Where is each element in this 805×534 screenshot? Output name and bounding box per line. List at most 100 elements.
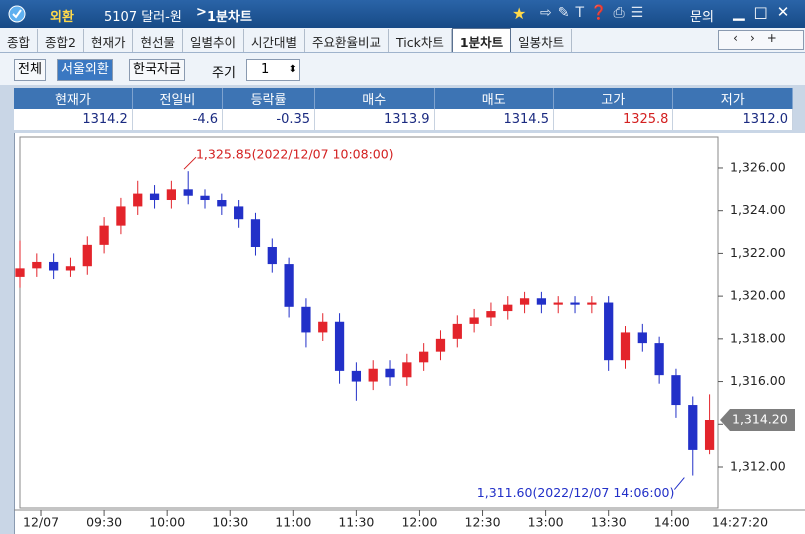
candle-body (250, 219, 261, 247)
tab[interactable]: 주요환율비교 (305, 29, 390, 52)
window-title: 5107 달러-원 (104, 10, 182, 25)
tab[interactable]: 일별추이 (183, 29, 245, 52)
x-tick-label: 13:00 (528, 515, 564, 530)
candle-body (49, 261, 59, 271)
tab[interactable]: 1분차트 (451, 28, 512, 52)
tab-scroll[interactable]: ‹›+ (718, 30, 804, 50)
toolbar-icons[interactable]: ⇨✎T❓⎙☰ (540, 5, 650, 21)
quote-table: 현재가 전일비 등락률 매수 매도 고가 저가 1314.2 -4.6 -0.35 1313.9 1… (14, 88, 793, 130)
x-tick-label: 10:00 (149, 515, 185, 530)
annotation-arrow (673, 477, 685, 490)
quote-header: 현재가 (14, 88, 133, 109)
candle-body (82, 244, 92, 267)
candle-body (654, 343, 664, 376)
candle-body (402, 362, 412, 378)
y-tick-label: 1,318.00 (730, 330, 786, 345)
candle-body (368, 368, 378, 382)
tab[interactable]: 종합2 (38, 29, 84, 52)
filter-button[interactable]: 한국자금 (129, 59, 185, 81)
tab[interactable]: 일봉차트 (511, 29, 573, 52)
tab[interactable]: Tick차트 (389, 29, 452, 52)
candle-body (452, 323, 462, 339)
candle-body (99, 225, 109, 245)
quote-value: 1314.5 (434, 109, 554, 130)
candle-body (217, 200, 227, 207)
candle-body (183, 189, 193, 196)
window-controls[interactable]: ▁□✕ (733, 3, 799, 21)
y-tick-label: 1,312.00 (730, 458, 786, 473)
candle-body (620, 332, 631, 361)
filter-button[interactable]: 서울외환 (57, 59, 113, 81)
quote-value: -4.6 (132, 109, 224, 130)
candle-body (553, 302, 563, 305)
menu-inquiry[interactable]: 문의 (690, 10, 714, 25)
filter-bar: 전체 서울외환 한국자금 주기 1 ⬍ (0, 53, 805, 85)
quote-value: -0.35 (222, 109, 316, 130)
candle-body (385, 368, 395, 378)
tab[interactable]: 현재가 (84, 29, 134, 52)
quote-value: 1325.8 (553, 109, 674, 130)
candle-body (435, 338, 446, 352)
candle-body (536, 298, 547, 305)
tab[interactable]: 현선물 (133, 29, 183, 52)
x-tick-label: 12:30 (465, 515, 501, 530)
spinner[interactable]: ⬍ (288, 64, 297, 75)
quote-header-row: 현재가 전일비 등락률 매수 매도 고가 저가 (14, 88, 793, 109)
quote-value: 1313.9 (314, 109, 435, 130)
candle-body (65, 266, 76, 271)
quote-header: 전일비 (132, 88, 224, 109)
candle-body (587, 302, 597, 305)
tab[interactable]: 종합 (0, 29, 39, 52)
annotation: 1,311.60(2022/12/07 14:06:00) (477, 485, 675, 500)
candle-body (351, 370, 362, 382)
candle-body (15, 268, 25, 277)
favorite[interactable]: ★ (512, 4, 527, 23)
y-tick-label: 1,326.00 (730, 159, 786, 174)
candle-body (116, 206, 126, 226)
quote-header: 고가 (553, 88, 674, 109)
candle-body (486, 311, 496, 318)
candle-body (166, 189, 176, 201)
x-tick-label: 09:30 (86, 515, 122, 530)
quote-value-row: 1314.2 -4.6 -0.35 1313.9 1314.5 1325.8 1312.0 (14, 109, 793, 130)
candle-body (32, 261, 42, 269)
candle-body (234, 206, 244, 220)
quote-header: 매도 (434, 88, 554, 109)
candle-body (149, 193, 160, 201)
quote-header: 등락률 (222, 88, 316, 109)
arrow: > (196, 5, 207, 20)
x-tick-label: 13:30 (591, 515, 627, 530)
tab[interactable]: 시간대별 (244, 29, 306, 52)
candle-body (604, 302, 614, 361)
y-tick-label: 1,316.00 (730, 373, 786, 388)
app-name: 외환 (50, 10, 74, 25)
filter-button[interactable]: 전체 (14, 59, 46, 81)
candle-body (133, 193, 143, 207)
period-value: 1 (261, 62, 270, 77)
candle-body (637, 332, 647, 344)
period-input[interactable]: 1 ⬍ (246, 59, 300, 81)
chart: 1,312.001,314.001,316.001,318.001,320.00… (14, 136, 805, 530)
candle-body (570, 302, 580, 305)
candle-body (200, 195, 210, 201)
x-tick-label: 11:00 (275, 515, 311, 530)
candle-body (301, 306, 311, 333)
candle-body (704, 420, 715, 450)
candle-body (671, 375, 681, 406)
last-price-label: 1,314.20 (732, 412, 788, 427)
x-tick-label: 10:30 (212, 515, 248, 530)
candle-body (503, 304, 513, 312)
candle-body (469, 317, 479, 324)
candle-body (519, 298, 530, 305)
last-price-tag (720, 409, 795, 432)
y-tick-label: 1,320.00 (730, 288, 786, 303)
y-tick-label: 1,322.00 (730, 245, 786, 260)
candle-body (688, 405, 698, 450)
x-tick-label: 12/07 (23, 515, 59, 530)
title-bar: 외환 5107 달러-원 > 1분차트 ★ ⇨✎T❓⎙☰ 문의 ▁□✕ (0, 0, 805, 28)
candle-body (318, 321, 328, 333)
candle-body (334, 321, 345, 371)
x-tick-label: 14:00 (654, 515, 690, 530)
tab-bar: 종합 종합2 현재가 현선물 일별추이 시간대별 주요환율비교 Tick차트 1분차트 일봉차트 … (0, 28, 805, 53)
